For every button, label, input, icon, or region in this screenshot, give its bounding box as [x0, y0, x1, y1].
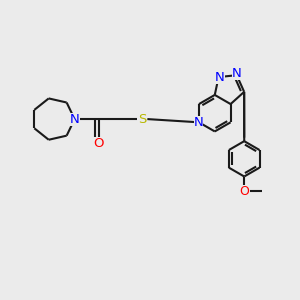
Text: N: N — [194, 116, 203, 129]
Text: N: N — [70, 112, 80, 126]
Text: N: N — [215, 70, 225, 84]
Text: N: N — [232, 68, 242, 80]
Text: S: S — [138, 112, 146, 126]
Text: O: O — [239, 185, 249, 198]
Text: O: O — [94, 137, 104, 150]
